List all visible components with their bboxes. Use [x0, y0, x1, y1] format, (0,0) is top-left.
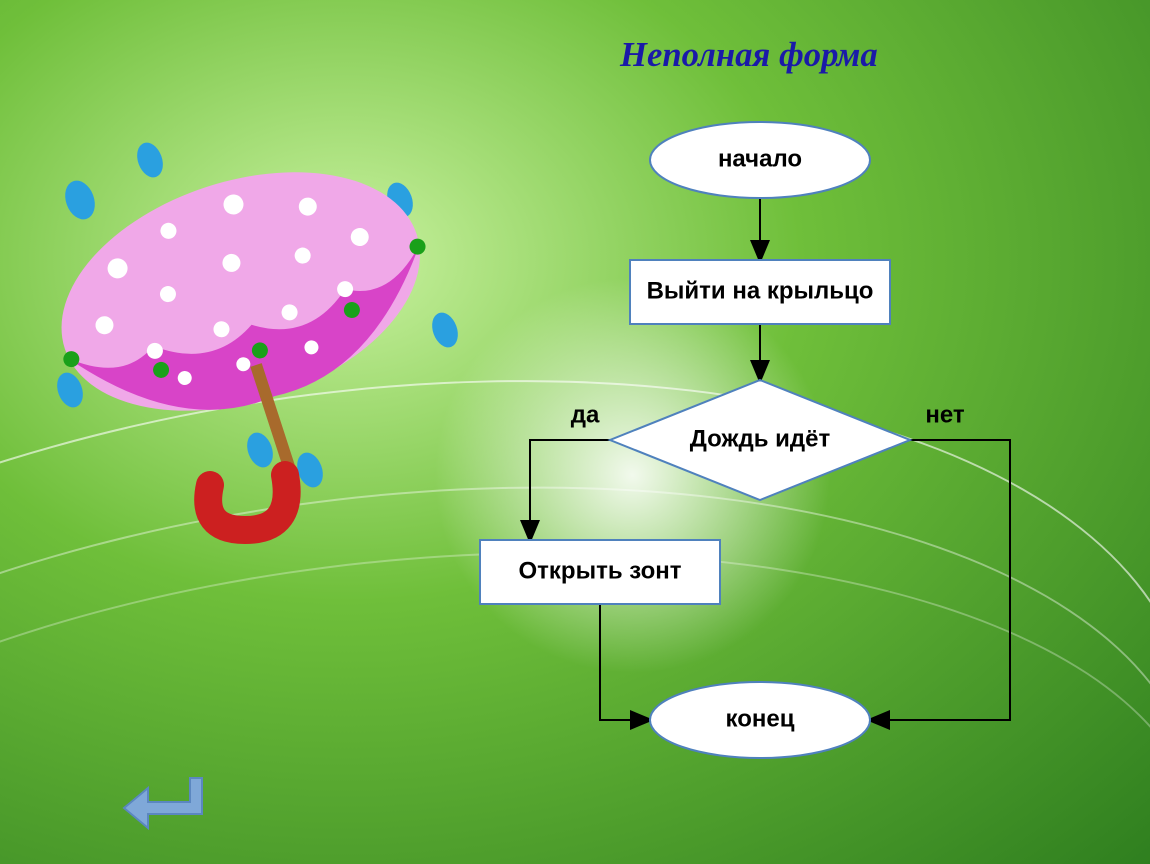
flow-node-label: конец: [726, 705, 795, 732]
flow-edge: [600, 604, 650, 720]
flow-edge: [530, 440, 610, 540]
slide-stage: Неполная форма: [0, 0, 1150, 864]
flow-edge-label: да: [571, 401, 600, 428]
umbrella-handle: [208, 475, 286, 530]
flow-node-label: Выйти на крыльцо: [647, 277, 874, 304]
flow-node-label: Открыть зонт: [518, 557, 681, 584]
flow-edge-label: нет: [925, 401, 965, 428]
back-arrow-button[interactable]: [120, 770, 210, 830]
slide-title: Неполная форма: [620, 36, 878, 75]
flowchart: да нет начало Выйти на крыльцо Дождь идёт От…: [470, 100, 1110, 820]
flow-edge: [870, 440, 1010, 720]
umbrella-illustration: [50, 140, 470, 560]
flow-node-label: начало: [718, 145, 802, 172]
flow-node-label: Дождь идёт: [690, 425, 831, 452]
